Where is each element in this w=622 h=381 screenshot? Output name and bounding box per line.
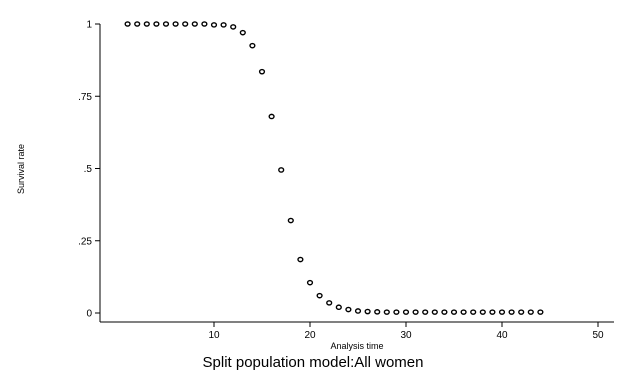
data-point [537,309,544,315]
data-point [470,309,477,315]
chart-caption: Split population model:All women [203,354,424,371]
x-tick-label: 10 [208,330,220,341]
data-point [450,309,458,315]
data-point [527,309,534,315]
data-point [278,167,285,173]
data-point [249,42,256,49]
data-point [316,292,323,299]
data-point [143,21,150,27]
data-point [191,21,198,27]
x-tick-label: 30 [400,330,412,341]
data-point [182,21,189,27]
data-point [287,217,294,224]
data-point [220,22,227,28]
data-point [306,279,314,286]
data-point [431,309,438,315]
data-point [239,29,246,36]
data-point [393,309,400,315]
y-tick-label: 0 [86,309,92,320]
data-point [210,22,218,28]
data-point [297,256,304,263]
data-point [498,309,506,315]
data-points [124,21,544,315]
data-point [326,300,333,306]
data-point [201,21,208,27]
x-tick-label: 50 [592,330,604,341]
data-point [374,309,381,315]
data-point [345,306,352,313]
y-axis: 0 .25 .5 .75 1 [78,20,101,322]
y-tick-label: .5 [84,164,93,175]
data-point [354,308,362,314]
data-point [230,24,237,30]
y-axis-label: Survival rate [16,144,26,194]
data-point [489,309,496,315]
data-point [479,309,486,315]
y-tick-label: 1 [86,20,92,31]
data-point [268,113,275,120]
x-tick-label: 40 [496,330,508,341]
data-point [402,309,410,315]
data-point [258,68,266,75]
data-point [134,21,141,27]
data-point [518,309,525,315]
x-tick-label: 20 [304,330,316,341]
data-point [153,21,160,27]
data-point [172,21,179,27]
data-point [124,21,131,27]
data-point [422,309,429,315]
data-point [364,308,371,315]
y-tick-label: .75 [78,92,92,103]
y-tick-label: .25 [78,236,92,247]
data-point [335,304,342,311]
data-point [162,21,170,27]
data-point [460,309,467,315]
x-axis: 10 20 30 40 50 [100,321,614,341]
data-point [412,309,419,315]
data-point [441,309,448,315]
x-axis-label: Analysis time [330,341,383,351]
data-point [508,309,515,315]
data-point [383,309,390,315]
